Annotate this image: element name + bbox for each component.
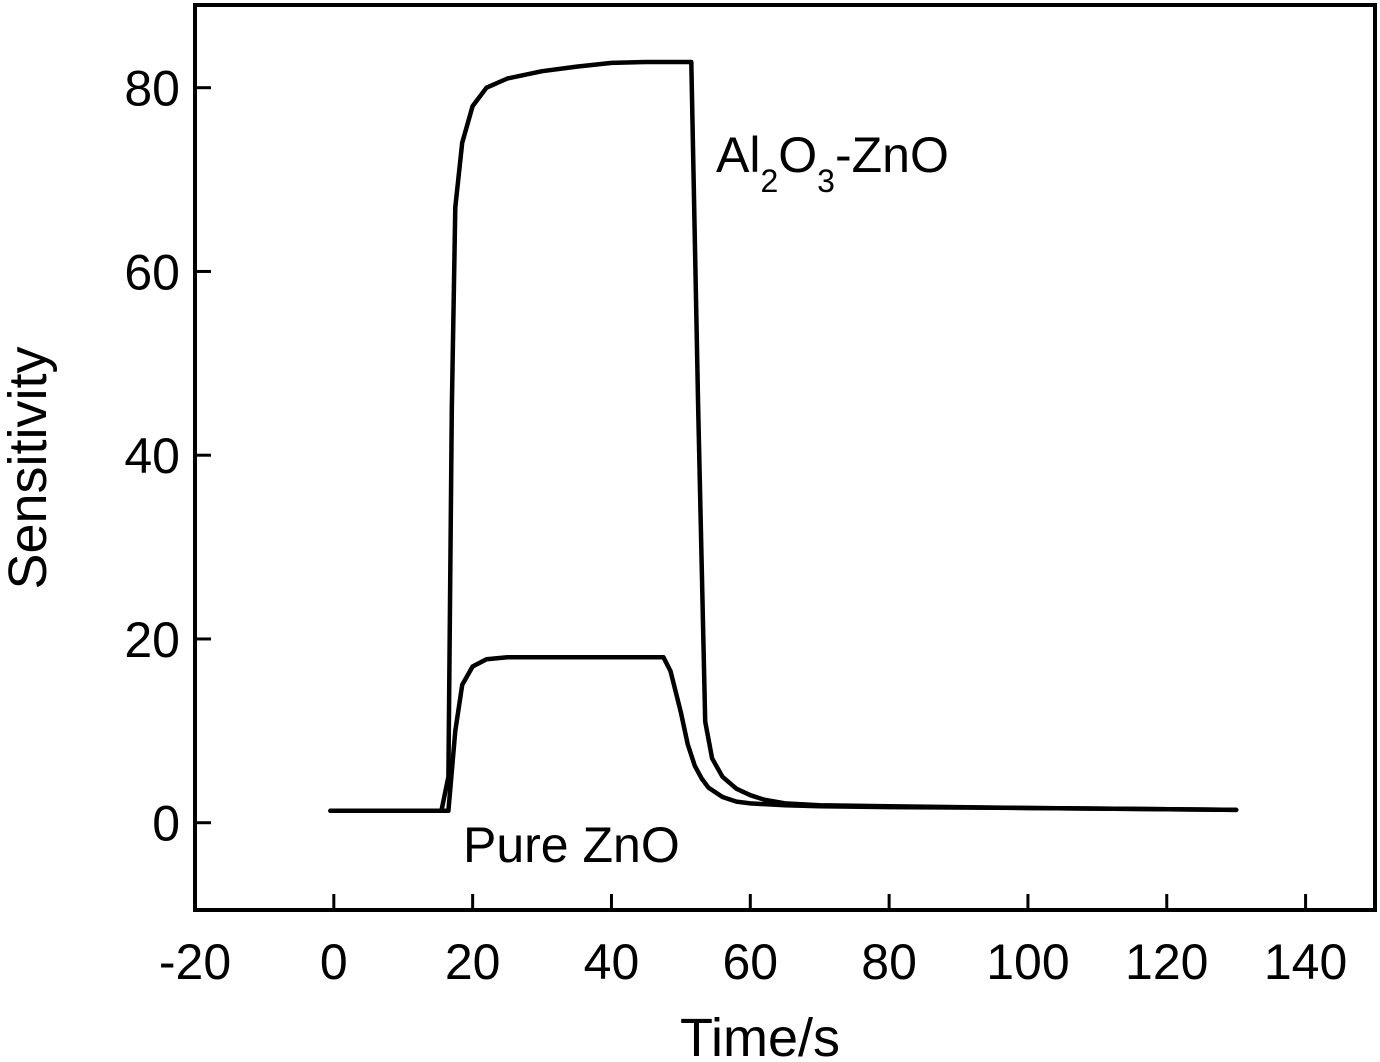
y-tick-label: 60: [124, 244, 180, 300]
x-tick-label: 120: [1125, 934, 1208, 990]
x-tick-label: 60: [722, 934, 778, 990]
x-tick-label: -20: [159, 934, 231, 990]
y-tick-label: 40: [124, 428, 180, 484]
y-axis-title: Sensitivity: [0, 346, 58, 589]
series-label-al2o3-zno: Al2O3-ZnO: [716, 127, 949, 199]
y-axis-ticks: 0 20 40 60 80: [124, 61, 211, 852]
x-tick-label: 0: [320, 934, 348, 990]
y-tick-label: 80: [124, 61, 180, 117]
series-line-al2o3-zno: [328, 59, 1239, 814]
x-tick-label: 140: [1264, 934, 1347, 990]
series-lines: [328, 59, 1239, 814]
y-tick-label: 20: [124, 612, 180, 668]
y-tick-label: 0: [152, 796, 180, 852]
x-tick-label: 40: [584, 934, 640, 990]
series-label-pure-zno: Pure ZnO: [463, 817, 680, 873]
x-axis-title: Time/s: [680, 1008, 840, 1062]
series-line-pure-zno: [328, 655, 1239, 814]
x-tick-label: 100: [986, 934, 1069, 990]
x-axis-ticks: -20 0 20 40 60 80 100 120 140: [159, 894, 1347, 990]
plot-frame: [193, 3, 1377, 912]
x-tick-label: 20: [445, 934, 501, 990]
x-tick-label: 80: [861, 934, 917, 990]
